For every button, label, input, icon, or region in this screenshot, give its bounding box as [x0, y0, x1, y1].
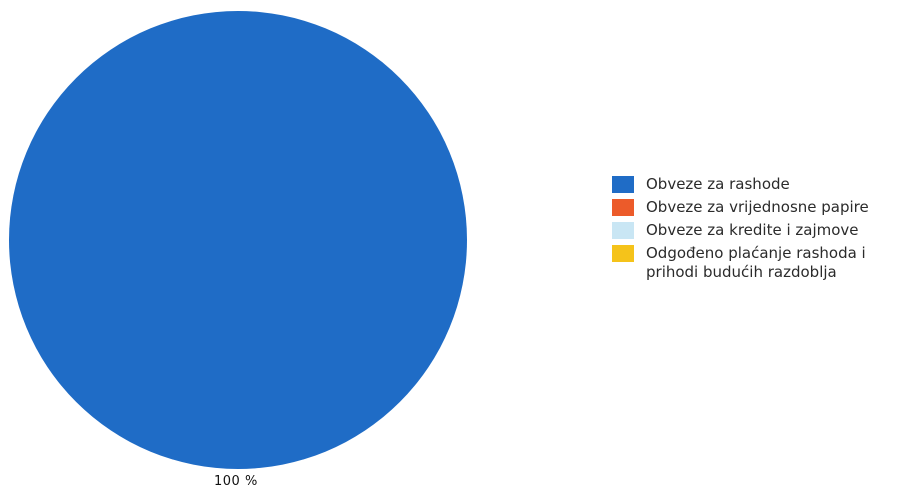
- legend-label-2: Obveze za kredite i zajmove: [646, 221, 859, 239]
- slice-data-label-0: 100 %: [214, 474, 258, 489]
- legend-item-0: Obveze za rashode: [612, 175, 907, 194]
- legend-label-0: Obveze za rashode: [646, 175, 790, 193]
- legend-item-3: Odgođeno plaćanje rashoda i prihodi budu…: [612, 244, 907, 282]
- pie-slices: [9, 11, 467, 469]
- legend-swatch-2: [612, 222, 634, 239]
- legend-swatch-0: [612, 176, 634, 193]
- legend-item-1: Obveze za vrijednosne papire: [612, 198, 907, 217]
- legend-swatch-1: [612, 199, 634, 216]
- legend-item-2: Obveze za kredite i zajmove: [612, 221, 907, 240]
- legend: Obveze za rashode Obveze za vrijednosne …: [612, 175, 907, 286]
- legend-label-1: Obveze za vrijednosne papire: [646, 198, 869, 216]
- legend-swatch-3: [612, 245, 634, 262]
- legend-label-3: Odgođeno plaćanje rashoda i prihodi budu…: [646, 244, 866, 281]
- pie-slice-0: [9, 11, 467, 469]
